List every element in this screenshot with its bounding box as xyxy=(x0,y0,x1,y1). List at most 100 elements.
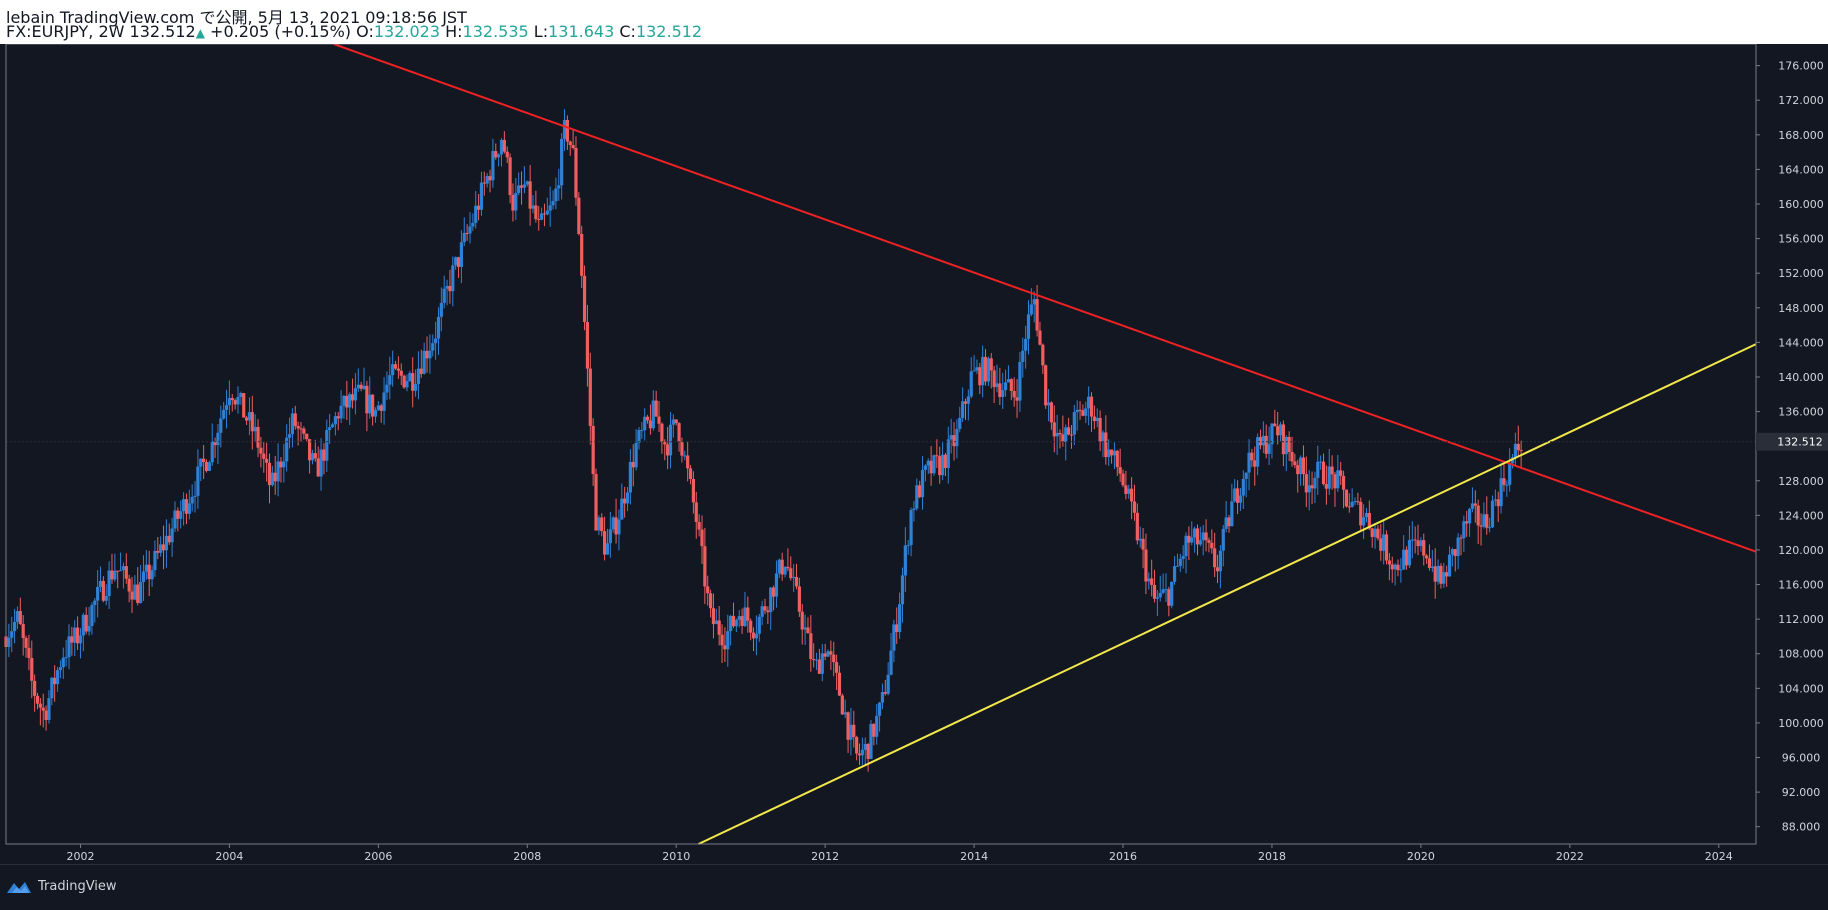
candle-body xyxy=(396,368,400,371)
candle-body xyxy=(935,455,939,457)
candle-body xyxy=(975,367,979,371)
candle-body xyxy=(1144,549,1148,582)
candle-body xyxy=(514,192,518,211)
candle-body xyxy=(1112,450,1117,456)
candle-body xyxy=(253,426,257,432)
candle-body xyxy=(104,596,108,601)
y-tick-label: 140.000 xyxy=(1778,371,1824,384)
candle-body xyxy=(273,472,277,482)
candle-body xyxy=(883,692,887,694)
candle-body xyxy=(445,285,449,289)
candle-body xyxy=(1190,537,1194,543)
candle-body xyxy=(1061,434,1065,442)
candle-body xyxy=(1413,539,1417,541)
candle-body xyxy=(1347,506,1351,508)
candle-body xyxy=(1098,417,1102,442)
candle-body xyxy=(797,586,801,612)
candle-body xyxy=(1473,503,1477,506)
candle-body xyxy=(58,667,63,671)
candle-body xyxy=(15,611,20,622)
time-axis[interactable]: 2002 2004 2006 2008 2010 2012 2014 2016 2018 2020… xyxy=(66,844,1733,863)
candle-body xyxy=(259,447,263,454)
candle-body xyxy=(1041,344,1045,366)
y-tick-label: 116.000 xyxy=(1778,579,1824,592)
y-tick-label: 164.000 xyxy=(1778,163,1824,176)
candle-body xyxy=(1238,495,1243,503)
candle-body xyxy=(379,405,383,411)
candle-body xyxy=(855,737,859,754)
candle-body xyxy=(958,417,962,429)
candle-body xyxy=(136,584,140,603)
candle-body xyxy=(674,419,678,424)
candle-body xyxy=(1046,402,1051,406)
candle-body xyxy=(714,620,718,625)
candle-body xyxy=(686,455,690,469)
candle-body xyxy=(1296,465,1300,475)
candle-body xyxy=(760,606,764,617)
candle-body xyxy=(50,677,54,699)
candle-body xyxy=(67,636,71,658)
candle-body xyxy=(230,398,234,401)
candle-body xyxy=(1069,434,1074,436)
candle-body xyxy=(577,197,581,235)
candle-body xyxy=(310,453,315,461)
candle-body xyxy=(820,653,824,674)
candle-body xyxy=(1425,555,1429,559)
candle-body xyxy=(382,392,386,411)
x-tick-label: 2008 xyxy=(513,850,541,863)
candle-body xyxy=(534,205,538,220)
candle-body xyxy=(356,384,360,389)
candle-body xyxy=(571,144,575,148)
candle-body xyxy=(1172,566,1177,582)
candle-body xyxy=(582,275,587,322)
tradingview-brand[interactable]: TradingView xyxy=(6,879,117,894)
candle-body xyxy=(150,570,154,580)
resistance-trendline[interactable] xyxy=(333,43,1757,553)
candle-body xyxy=(345,395,349,408)
chart-area[interactable]: 88.000 92.000 96.000 100.000 104.000 108.000 1… xyxy=(0,43,1828,864)
candle-body xyxy=(113,570,117,580)
candle-body xyxy=(1130,488,1134,502)
candle-body xyxy=(817,659,822,674)
candle-body xyxy=(803,627,807,630)
candle-body xyxy=(866,743,870,759)
open-label: O: xyxy=(356,22,374,41)
candle-body xyxy=(697,521,701,530)
candle-body xyxy=(1316,461,1320,478)
candle-body xyxy=(184,499,189,514)
candle-body xyxy=(436,316,441,339)
candle-body xyxy=(328,427,332,431)
candle-body xyxy=(877,702,882,716)
candle-body xyxy=(1465,521,1469,524)
candle-body xyxy=(419,368,423,374)
x-tick-label: 2012 xyxy=(811,850,839,863)
price-chart[interactable]: 88.000 92.000 96.000 100.000 104.000 108.000 1… xyxy=(0,43,1828,864)
x-tick-label: 2002 xyxy=(66,850,94,863)
candle-body xyxy=(872,723,876,737)
candle-body xyxy=(525,181,529,185)
candle-body xyxy=(1298,457,1303,475)
candle-body xyxy=(1402,549,1406,570)
candle-body xyxy=(746,607,750,621)
candle-body xyxy=(812,659,816,661)
candle-body xyxy=(915,485,919,509)
candle-body xyxy=(920,469,925,498)
candle-body xyxy=(110,570,114,580)
x-tick-label: 2014 xyxy=(960,850,988,863)
candle-body xyxy=(643,416,647,431)
candle-body xyxy=(227,398,232,406)
last-price-tag: 132.512 xyxy=(1756,432,1828,451)
candle-body xyxy=(786,566,790,569)
candle-body xyxy=(1032,299,1036,305)
candle-body xyxy=(568,141,572,145)
candle-body xyxy=(456,257,461,267)
candle-body xyxy=(348,394,352,408)
candle-body xyxy=(353,388,358,401)
candle-body xyxy=(1107,449,1111,457)
price-axis[interactable]: 88.000 92.000 96.000 100.000 104.000 108.000 1… xyxy=(1756,60,1824,834)
candle-body xyxy=(330,424,335,428)
support-trendline[interactable] xyxy=(698,343,1757,845)
candle-body xyxy=(1207,540,1211,543)
candle-body xyxy=(1195,528,1200,545)
candle-body xyxy=(849,724,853,740)
